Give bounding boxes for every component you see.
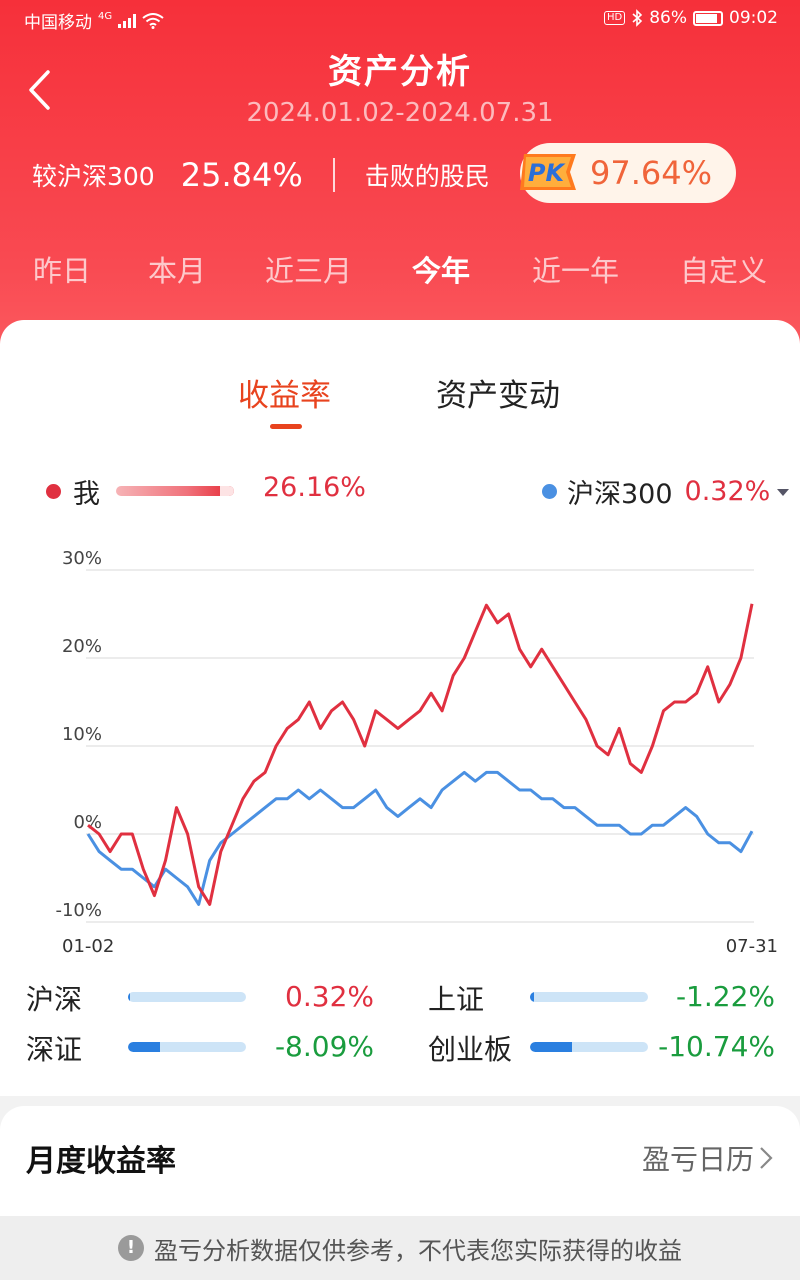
signal-icon — [118, 13, 137, 28]
pnl-calendar-link[interactable]: 盈亏日历 — [642, 1138, 774, 1178]
chevron-right-icon — [760, 1147, 773, 1169]
pk-badge-text: PK — [528, 159, 567, 187]
tab-return-rate[interactable]: 收益率 — [238, 378, 331, 414]
period-tab-this-month[interactable]: 本月 — [148, 254, 207, 288]
index-bar-hs — [128, 992, 246, 1002]
index-name-sh: 上证 — [428, 983, 485, 1016]
y-tick-label: 0% — [73, 812, 102, 833]
index-name-hs: 沪深 — [26, 983, 83, 1016]
beat-label: 击败的股民 — [364, 162, 490, 191]
index-name-sz: 深证 — [26, 1033, 83, 1066]
calendar-link-label: 盈亏日历 — [641, 1143, 754, 1176]
legend-me: 我 — [46, 472, 100, 511]
x-start-label: 01-02 — [62, 936, 114, 957]
benchmark-compare: 较沪深300 25.84% 击败的股民 — [32, 150, 490, 200]
tab-indicator — [270, 424, 302, 429]
battery-icon — [693, 10, 723, 26]
battery-percent: 86% — [649, 8, 687, 28]
legend-benchmark[interactable]: 沪深300 0.32% — [542, 472, 790, 511]
legend-benchmark-label: 沪深300 — [567, 479, 673, 510]
monthly-title: 月度收益率 — [26, 1144, 176, 1179]
index-bar-fill — [530, 1042, 573, 1052]
y-tick-label: -10% — [55, 900, 102, 921]
y-tick-label: 10% — [62, 724, 102, 745]
disclaimer-text: 盈亏分析数据仅供参考，不代表您实际获得的收益 — [154, 1236, 682, 1265]
status-bar: 中国移动 4G HD 86% 09:02 — [0, 0, 800, 36]
period-tabs: 昨日 本月 近三月 今年 近一年 自定义 — [0, 248, 800, 292]
y-tick-label: 20% — [62, 636, 102, 657]
bluetooth-icon — [632, 9, 643, 27]
benchmark-series-line — [86, 770, 754, 906]
info-icon: ! — [118, 1235, 144, 1261]
index-bar-sh — [530, 992, 648, 1002]
carrier-label: 中国移动 — [24, 13, 92, 33]
me-series-line — [87, 603, 754, 906]
period-tab-custom[interactable]: 自定义 — [680, 254, 768, 288]
return-chart[interactable]: 30% 20% 10% 0% -10% 01-02 07-31 — [0, 540, 800, 960]
index-value-sz: -8.09% — [274, 1030, 374, 1063]
index-name-cyb: 创业板 — [428, 1033, 513, 1066]
index-bar-fill — [128, 992, 131, 1002]
period-tab-this-year[interactable]: 今年 — [412, 254, 471, 288]
compare-value: 25.84% — [180, 156, 303, 194]
date-range: 2024.01.02-2024.07.31 — [246, 98, 554, 128]
tab-asset-change[interactable]: 资产变动 — [436, 378, 560, 414]
clock: 09:02 — [729, 8, 778, 28]
network-label: 4G — [98, 11, 113, 22]
period-tab-one-year[interactable]: 近一年 — [532, 254, 620, 288]
index-bar-fill — [530, 992, 534, 1002]
me-dot-icon — [46, 484, 61, 499]
pk-badge-icon[interactable]: PK — [516, 150, 580, 194]
benchmark-dot-icon — [542, 484, 557, 499]
hd-icon: HD — [603, 11, 626, 25]
y-tick-label: 30% — [62, 548, 102, 569]
wifi-icon — [142, 12, 164, 29]
legend-me-label: 我 — [73, 479, 100, 510]
index-bar-sz — [128, 1042, 246, 1052]
index-value-sh: -1.22% — [675, 980, 775, 1013]
legend-benchmark-value: 0.32% — [684, 476, 771, 507]
index-value-cyb: -10.74% — [658, 1030, 775, 1063]
period-tab-three-months[interactable]: 近三月 — [265, 254, 353, 288]
index-value-hs: 0.32% — [285, 980, 374, 1013]
divider — [332, 158, 335, 192]
me-strength-bar — [116, 486, 234, 496]
page-title: 资产分析 — [328, 52, 472, 92]
x-end-label: 07-31 — [726, 936, 778, 957]
back-arrow-icon[interactable] — [26, 68, 54, 112]
legend-me-value: 26.16% — [263, 472, 366, 503]
index-bar-fill — [128, 1042, 160, 1052]
period-tab-yesterday[interactable]: 昨日 — [33, 254, 92, 288]
disclaimer-bar: ! 盈亏分析数据仅供参考，不代表您实际获得的收益 — [0, 1216, 800, 1280]
index-bar-cyb — [530, 1042, 648, 1052]
dropdown-triangle-icon[interactable] — [776, 487, 790, 497]
beat-value: 97.64% — [590, 154, 713, 192]
compare-label: 较沪深300 — [32, 162, 155, 191]
